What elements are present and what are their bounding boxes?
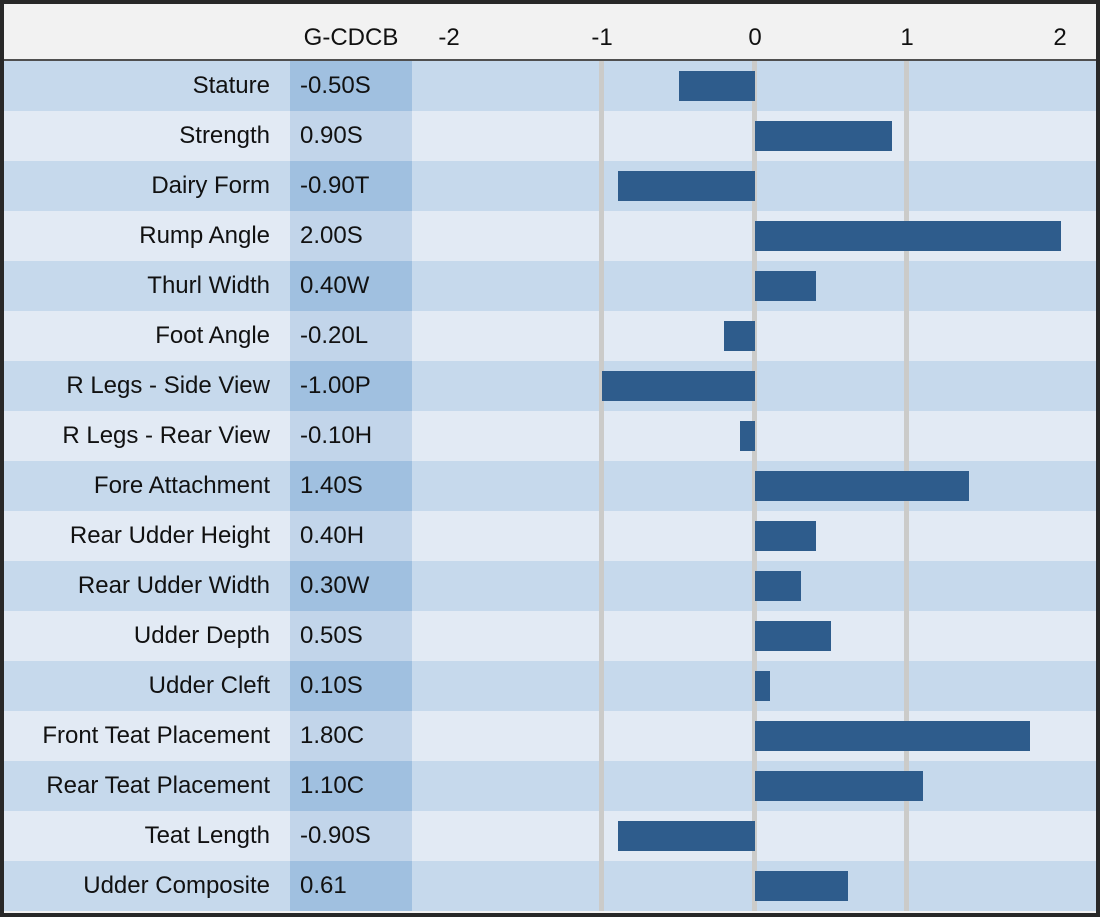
bar-cell — [412, 411, 1096, 461]
trait-bar — [602, 371, 755, 401]
table-row: R Legs - Side View -1.00P — [4, 361, 1096, 411]
sta-value: 1.10C — [290, 761, 412, 811]
trait-label: Fore Attachment — [93, 472, 270, 499]
trait-label: Rear Udder Width — [77, 572, 270, 599]
axis-tick-label: 2 — [1053, 24, 1067, 51]
sta-value: 0.10S — [290, 661, 412, 711]
sta-value: 1.40S — [290, 461, 412, 511]
sta-value: -0.20L — [290, 311, 412, 361]
axis-tick-label: 0 — [748, 24, 762, 51]
bar-cell — [412, 161, 1096, 211]
trait-bar — [755, 471, 969, 501]
bar-cell — [412, 361, 1096, 411]
bar-cell — [412, 811, 1096, 861]
trait-bar — [755, 621, 832, 651]
bar-cell — [412, 511, 1096, 561]
sta-value: -0.50S — [290, 61, 412, 111]
sta-value: 0.50S — [290, 611, 412, 661]
table-row: Rump Angle 2.00S — [4, 211, 1096, 261]
trait-bar — [755, 871, 849, 901]
table-row: R Legs - Rear View -0.10H — [4, 411, 1096, 461]
bar-cell — [412, 761, 1096, 811]
sta-value: 1.80C — [290, 711, 412, 761]
trait-label: R Legs - Rear View — [62, 422, 270, 449]
trait-bar — [755, 571, 801, 601]
trait-label: Teat Length — [144, 822, 270, 849]
table-row: Stature -0.50S — [4, 61, 1096, 111]
table-row: Foot Angle -0.20L — [4, 311, 1096, 361]
bar-cell — [412, 311, 1096, 361]
sta-value: -0.10H — [290, 411, 412, 461]
trait-bar — [755, 521, 817, 551]
trait-label: Rear Udder Height — [69, 522, 270, 549]
sta-value: -0.90T — [290, 161, 412, 211]
trait-bar — [755, 721, 1030, 751]
trait-bar — [678, 71, 755, 101]
table-row: Thurl Width 0.40W — [4, 261, 1096, 311]
sta-value: 0.40H — [290, 511, 412, 561]
axis-tick-label: -1 — [591, 24, 613, 51]
trait-bar — [755, 771, 924, 801]
trait-bar — [755, 271, 817, 301]
trait-label: R Legs - Side View — [66, 372, 270, 399]
gridline-minus1 — [599, 61, 604, 911]
value-column-header: G-CDCB — [303, 24, 399, 51]
table-row: Udder Depth 0.50S — [4, 611, 1096, 661]
trait-label: Front Teat Placement — [42, 722, 270, 749]
sta-value: 0.90S — [290, 111, 412, 161]
sta-value: 0.30W — [290, 561, 412, 611]
trait-bar — [724, 321, 755, 351]
table-row: Fore Attachment 1.40S — [4, 461, 1096, 511]
trait-label: Foot Angle — [155, 322, 270, 349]
bar-cell — [412, 261, 1096, 311]
trait-bar — [755, 121, 893, 151]
gridline-zero — [752, 61, 757, 911]
bar-cell — [412, 861, 1096, 911]
trait-label: Stature — [192, 72, 270, 99]
trait-label: Strength — [179, 122, 270, 149]
bar-cell — [412, 61, 1096, 111]
bar-cell — [412, 711, 1096, 761]
trait-bar — [755, 221, 1061, 251]
sta-value: 0.61 — [290, 861, 412, 911]
table-row: Rear Udder Width 0.30W — [4, 561, 1096, 611]
trait-bar — [739, 421, 755, 451]
bar-cell — [412, 561, 1096, 611]
bar-cell — [412, 111, 1096, 161]
trait-bar — [617, 821, 755, 851]
trait-label: Dairy Form — [151, 172, 270, 199]
table-row: Strength 0.90S — [4, 111, 1096, 161]
trait-label: Udder Composite — [83, 872, 270, 899]
table-row: Teat Length -0.90S — [4, 811, 1096, 861]
trait-bar — [617, 171, 755, 201]
chart-header: G-CDCB -2 -1 0 1 2 — [4, 4, 1096, 61]
bar-cell — [412, 211, 1096, 261]
axis-tick-label: -2 — [438, 24, 460, 51]
bar-cell — [412, 661, 1096, 711]
trait-label: Rear Teat Placement — [46, 772, 270, 799]
sta-value: -0.90S — [290, 811, 412, 861]
sta-value: 0.40W — [290, 261, 412, 311]
trait-label: Rump Angle — [139, 222, 270, 249]
sta-value: 2.00S — [290, 211, 412, 261]
table-row: Front Teat Placement 1.80C — [4, 711, 1096, 761]
axis-tick-label: 1 — [900, 24, 914, 51]
table-row: Rear Udder Height 0.40H — [4, 511, 1096, 561]
table-row: Udder Composite 0.61 — [4, 861, 1096, 911]
table-row: Rear Teat Placement 1.10C — [4, 761, 1096, 811]
bar-cell — [412, 461, 1096, 511]
table-row: Dairy Form -0.90T — [4, 161, 1096, 211]
sta-value: -1.00P — [290, 361, 412, 411]
table-row: Udder Cleft 0.10S — [4, 661, 1096, 711]
trait-bar — [755, 671, 771, 701]
trait-label: Udder Depth — [133, 622, 270, 649]
trait-label: Udder Cleft — [148, 672, 270, 699]
trait-label: Thurl Width — [147, 272, 270, 299]
rows: Stature -0.50S Strength 0.90S Dairy Form -0.9… — [4, 61, 1096, 911]
bar-cell — [412, 611, 1096, 661]
